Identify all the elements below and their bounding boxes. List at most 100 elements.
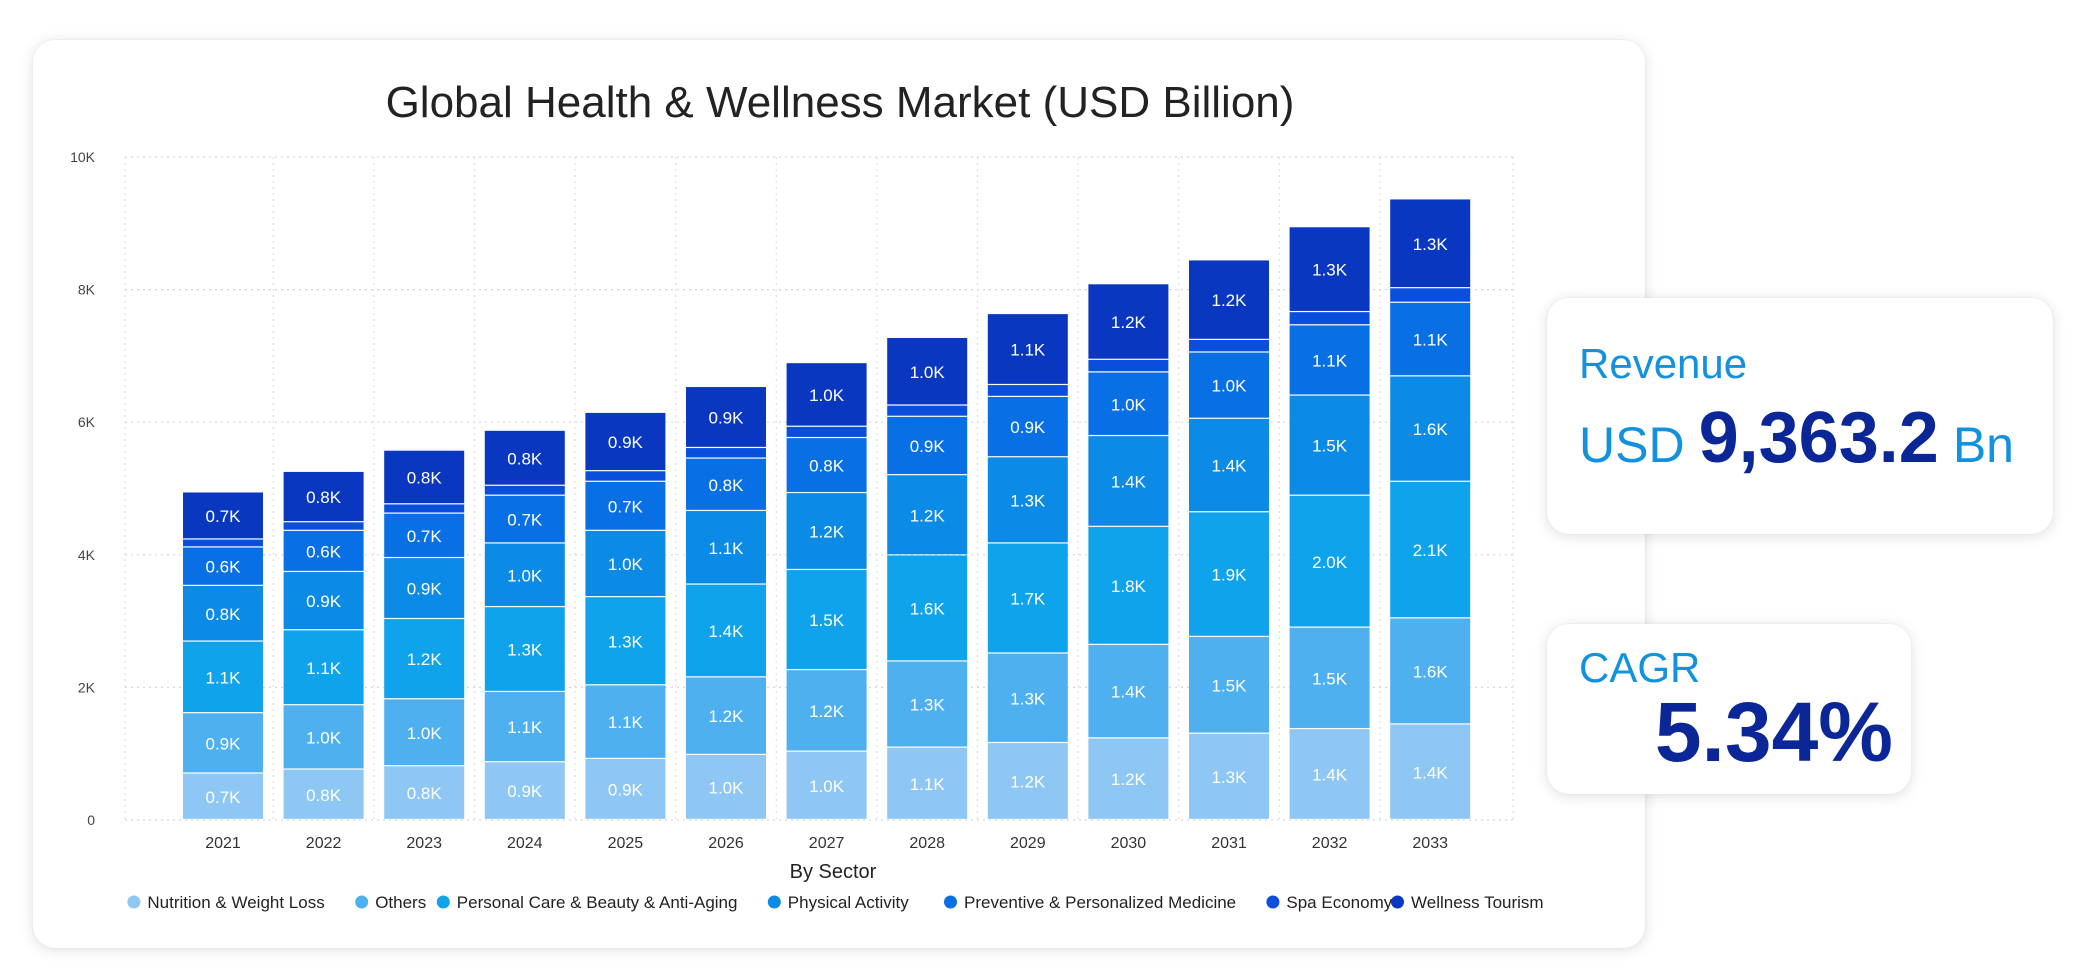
bar-segment xyxy=(1390,288,1471,302)
bar-segment xyxy=(1088,436,1169,526)
bar-segment xyxy=(484,762,565,819)
legend-marker xyxy=(436,895,450,909)
bar-segment xyxy=(1390,481,1471,618)
bar-data-label: 1.4K xyxy=(709,622,745,641)
bar-segment xyxy=(1289,312,1370,325)
legend-item[interactable]: Physical Activity xyxy=(767,893,909,912)
bar-segment xyxy=(585,530,666,597)
bar-data-label: 1.0K xyxy=(809,777,845,796)
bar-segment xyxy=(1390,199,1471,288)
legend[interactable]: Nutrition & Weight Loss Others Personal Ca… xyxy=(127,893,1544,912)
x-tick-label: 2025 xyxy=(608,835,644,852)
bar-data-label: 0.9K xyxy=(608,781,644,800)
legend-item[interactable]: Nutrition & Weight Loss xyxy=(127,893,325,912)
bar-segment xyxy=(585,412,666,471)
bar-segment xyxy=(484,430,565,485)
stacked-bar-chart: Global Health & Wellness Market (USD Bil… xyxy=(70,78,1544,912)
legend-item[interactable]: Others xyxy=(355,893,426,912)
bar-segment xyxy=(384,619,465,699)
bar-segment xyxy=(384,513,465,557)
bar-segment xyxy=(585,481,666,530)
bar-data-label: 1.4K xyxy=(1413,763,1449,782)
bar-data-label: 1.1K xyxy=(1312,352,1348,371)
bar-data-label: 1.8K xyxy=(1111,577,1147,596)
bar-data-label: 0.6K xyxy=(206,558,242,577)
bar-data-label: 1.2K xyxy=(1010,773,1046,792)
legend-item[interactable]: Wellness Tourism xyxy=(1391,893,1544,912)
bar-segment xyxy=(686,755,766,819)
bar-data-label: 1.0K xyxy=(407,724,443,743)
bar-data-label: 1.1K xyxy=(507,718,543,737)
bar-segment xyxy=(1189,260,1269,339)
bar-segment xyxy=(887,555,968,661)
legend-label: Others xyxy=(375,893,426,912)
bar-segment xyxy=(987,314,1068,384)
bar-data-label: 1.5K xyxy=(1312,669,1348,688)
bars: 0.7K 0.9K 1.1K 0.8K 0.6K 0.7K 0.8K 1.0K 1.1K 0.9K… xyxy=(183,199,1471,819)
bar-data-label: 0.9K xyxy=(709,409,745,428)
bar-data-label: 1.6K xyxy=(1413,420,1449,439)
x-tick-label: 2032 xyxy=(1312,835,1348,852)
bar-segment xyxy=(1189,352,1269,418)
bar-data-label: 1.4K xyxy=(1312,766,1348,785)
bar-data-label: 1.1K xyxy=(206,668,242,687)
revenue-label: Revenue xyxy=(1579,340,1748,387)
x-tick-label: 2031 xyxy=(1211,835,1247,852)
bar-data-label: 1.3K xyxy=(507,641,543,660)
bar-segment xyxy=(1289,325,1370,395)
bar-segment xyxy=(183,547,263,585)
bar-segment xyxy=(484,495,565,543)
bar-segment xyxy=(1289,227,1370,311)
legend-item[interactable]: Personal Care & Beauty & Anti-Aging xyxy=(436,893,738,912)
legend-marker xyxy=(1266,895,1280,909)
bar-data-label: 2.1K xyxy=(1413,541,1449,560)
bar-data-label: 1.4K xyxy=(1212,457,1248,476)
revenue-unit: Bn xyxy=(1952,417,2014,473)
bar-data-label: 2.0K xyxy=(1312,553,1348,572)
bar-data-label: 0.9K xyxy=(608,433,644,452)
bar-segment xyxy=(283,705,364,769)
revenue-currency: USD xyxy=(1579,417,1685,473)
revenue-value-line: USD 9,363.2 Bn xyxy=(1579,402,2014,474)
bar-segment xyxy=(585,597,666,685)
bar-segment xyxy=(283,572,364,630)
bar-segment xyxy=(887,475,968,555)
legend-marker xyxy=(944,895,957,909)
legend-item[interactable]: Preventive & Personalized Medicine xyxy=(944,893,1236,912)
bar-data-label: 1.1K xyxy=(1010,341,1046,360)
cagr-value: 5.34% xyxy=(1654,685,1893,779)
axis-labels: 0 2K 4K 6K 8K 10K 2021 2022 2023 2024 2025 2026 2027… xyxy=(70,149,1448,852)
bar-data-label: 0.8K xyxy=(507,449,543,468)
bar-segment xyxy=(183,641,263,713)
bar-data-label: 1.0K xyxy=(507,566,543,585)
bar-segment xyxy=(585,685,666,758)
bar-segment xyxy=(987,743,1068,819)
grid-lines xyxy=(124,156,1514,821)
legend-label: Wellness Tourism xyxy=(1411,893,1544,912)
bar-segment xyxy=(686,511,766,584)
bar-segment xyxy=(1189,733,1269,819)
bar-segment xyxy=(283,530,364,571)
y-tick-label: 0 xyxy=(87,812,95,828)
bar-segment xyxy=(786,670,867,751)
bar-data-label: 0.6K xyxy=(306,542,342,561)
bar-data-label: 0.9K xyxy=(407,580,443,599)
bar-segment xyxy=(987,543,1068,653)
bar-data-label: 0.7K xyxy=(407,527,443,546)
x-tick-label: 2029 xyxy=(1010,835,1046,852)
bar-segment xyxy=(1289,395,1370,495)
bar-data-label: 0.7K xyxy=(206,507,242,526)
bar-segment xyxy=(1088,644,1169,738)
bar-segment xyxy=(1088,284,1169,359)
legend-item[interactable]: Spa Economy xyxy=(1266,893,1393,912)
bar-segment xyxy=(786,493,867,569)
bar-segment xyxy=(1088,738,1169,819)
bar-segment xyxy=(484,485,565,495)
bar-data-label: 0.8K xyxy=(306,786,342,805)
bar-data-label: 1.3K xyxy=(1413,235,1449,254)
bar-data-label: 0.8K xyxy=(809,457,845,476)
bar-segment xyxy=(887,416,968,475)
bar-segment xyxy=(183,492,263,539)
legend-label: Personal Care & Beauty & Anti-Aging xyxy=(457,893,738,912)
bar-segment xyxy=(585,471,666,481)
